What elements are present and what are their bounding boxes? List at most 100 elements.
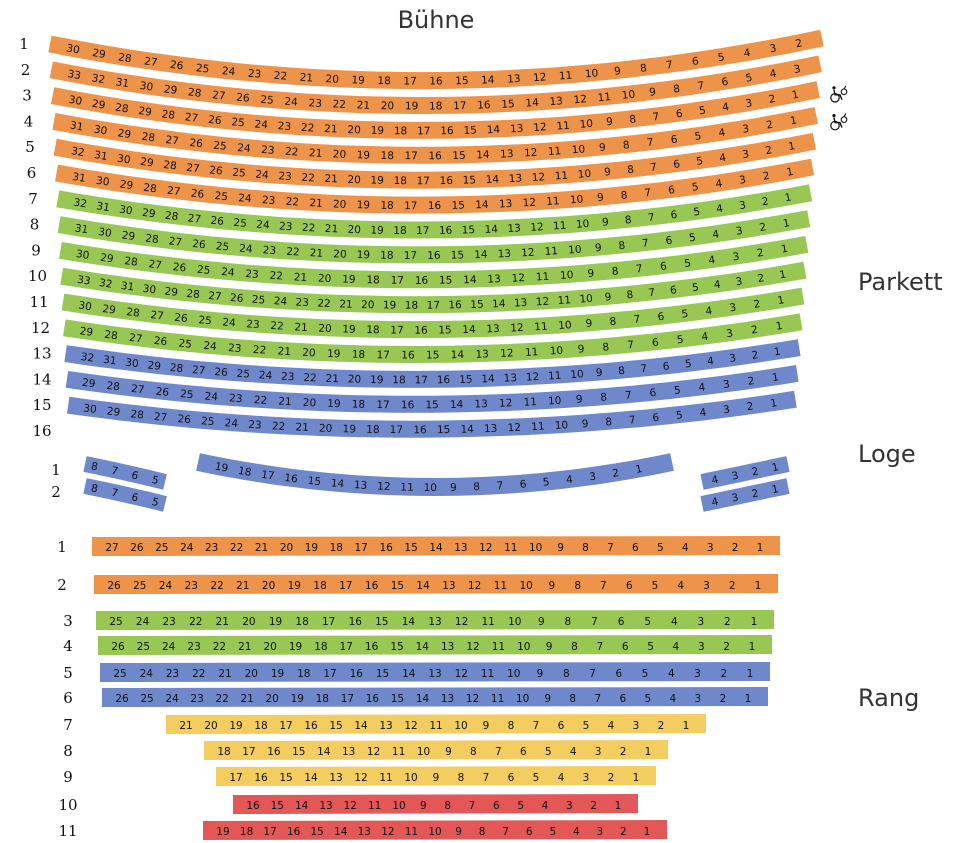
seat-number[interactable]: 8 (624, 214, 632, 227)
seat-number[interactable]: 6 (657, 311, 665, 324)
seat-number[interactable]: 13 (500, 148, 514, 161)
seat-number[interactable]: 18 (366, 324, 380, 336)
seat-number[interactable]: 4 (722, 101, 731, 114)
seat-number[interactable]: 21 (179, 720, 192, 732)
seat-number[interactable]: 18 (330, 542, 343, 554)
seat-number[interactable]: 8 (611, 265, 619, 278)
seat-number[interactable]: 20 (242, 616, 255, 628)
seat-number[interactable]: 10 (517, 641, 530, 653)
seat-number[interactable]: 18 (366, 274, 380, 286)
seat-number[interactable]: 12 (531, 171, 545, 184)
seat-number[interactable]: 13 (329, 772, 342, 784)
seat-number[interactable]: 30 (68, 94, 83, 108)
seat-number[interactable]: 16 (380, 542, 394, 554)
rang-row-5[interactable]: 25 24 23 22 21 20 19 18 17 16 15 14 13 12 11 10 9 8 7 6 5 4 3 2… (100, 662, 770, 682)
seat-number[interactable]: 23 (308, 97, 322, 110)
seat-number[interactable]: 16 (350, 668, 364, 680)
seat-number[interactable]: 29 (106, 405, 121, 419)
seat-number[interactable]: 15 (451, 249, 465, 261)
seat-number[interactable]: 11 (379, 772, 392, 784)
seat-number[interactable]: 3 (722, 378, 730, 391)
seat-number[interactable]: 2 (746, 400, 754, 413)
seat-number[interactable]: 2 (720, 668, 727, 680)
seat-number[interactable]: 8 (609, 316, 617, 329)
seat-number[interactable]: 19 (371, 125, 385, 137)
rang-row-3[interactable]: 25 24 23 22 21 20 19 18 17 16 15 14 13 12 11 10 9 8 7 6 5 4 3 2… (96, 610, 774, 630)
seat-number[interactable]: 22 (252, 344, 266, 357)
seat-number[interactable]: 17 (242, 746, 255, 758)
seat-number[interactable]: 9 (557, 542, 564, 554)
seat-number[interactable]: 6 (618, 616, 625, 628)
seat-number[interactable]: 23 (166, 668, 179, 680)
seat-number[interactable]: 19 (357, 149, 371, 161)
seat-number[interactable]: 6 (626, 580, 633, 592)
seat-number[interactable]: 15 (451, 200, 465, 212)
seat-number[interactable]: 12 (367, 746, 380, 758)
seat-number[interactable]: 28 (117, 51, 132, 65)
seat-number[interactable]: 22 (332, 98, 346, 111)
seat-number[interactable]: 23 (246, 318, 260, 331)
seat-number[interactable]: 3 (793, 63, 802, 76)
seat-number[interactable]: 26 (210, 215, 225, 228)
seat-number[interactable]: 3 (735, 275, 743, 288)
seat-number[interactable]: 29 (163, 83, 178, 97)
seat-number[interactable]: 17 (341, 693, 354, 705)
seat-number[interactable]: 4 (565, 474, 573, 487)
seat-number[interactable]: 4 (668, 668, 675, 680)
seat-number[interactable]: 26 (190, 187, 205, 200)
seat-number[interactable]: 10 (558, 319, 572, 332)
seat-number[interactable]: 9 (576, 393, 584, 405)
seat-number[interactable]: 28 (130, 408, 145, 421)
seat-number[interactable]: 6 (665, 235, 673, 248)
seat-number[interactable]: 23 (281, 371, 295, 384)
seat-number[interactable]: 12 (530, 221, 544, 234)
seat-number[interactable]: 17 (260, 469, 275, 483)
seat-number[interactable]: 17 (390, 424, 403, 436)
seat-number[interactable]: 30 (82, 402, 97, 416)
seat-number[interactable]: 6 (670, 209, 678, 222)
seat-number[interactable]: 24 (140, 668, 154, 680)
seat-number[interactable]: 12 (455, 668, 468, 680)
seat-number[interactable]: 3 (726, 327, 734, 340)
seat-number[interactable]: 20 (347, 224, 361, 236)
seat-number[interactable]: 4 (711, 474, 720, 487)
seat-number[interactable]: 26 (189, 137, 204, 150)
seat-number[interactable]: 19 (342, 273, 356, 285)
seat-number[interactable]: 14 (330, 477, 345, 490)
seat-number[interactable]: 5 (691, 282, 699, 295)
seat-number[interactable]: 6 (526, 826, 533, 838)
seat-number[interactable]: 24 (284, 96, 298, 109)
seat-number[interactable]: 4 (712, 228, 721, 241)
parkett-row-15[interactable]: 30 29 28 27 26 25 24 23 22 21 20 19 18 17 16 15 14 13 12 11… (67, 390, 797, 438)
seat-number[interactable]: 27 (186, 162, 201, 175)
seat-number[interactable]: 25 (260, 94, 274, 107)
seat-number[interactable]: 3 (729, 302, 737, 315)
seat-number[interactable]: 17 (427, 300, 440, 312)
seat-number[interactable]: 17 (453, 100, 467, 112)
seat-number[interactable]: 21 (295, 421, 309, 434)
seat-number[interactable]: 27 (192, 364, 206, 377)
seat-number[interactable]: 14 (334, 826, 348, 838)
seat-number[interactable]: 21 (277, 345, 291, 358)
seat-number[interactable]: 15 (307, 475, 322, 488)
seat-number[interactable]: 7 (627, 339, 635, 352)
seat-number[interactable]: 23 (163, 616, 176, 628)
seat-number[interactable]: 1 (770, 397, 778, 410)
seat-number[interactable]: 8 (602, 341, 610, 354)
seat-number[interactable]: 4 (677, 580, 684, 592)
seat-number[interactable]: 28 (124, 255, 139, 269)
seat-number[interactable]: 1 (787, 140, 796, 153)
seat-number[interactable]: 20 (303, 397, 317, 410)
seat-number[interactable]: 32 (73, 197, 88, 211)
seat-number[interactable]: 25 (201, 415, 215, 428)
seat-number[interactable]: 18 (254, 720, 267, 732)
seat-number[interactable]: 14 (476, 149, 490, 161)
seat-number[interactable]: 13 (428, 668, 441, 680)
seat-number[interactable]: 4 (608, 720, 615, 732)
seat-number[interactable]: 14 (492, 298, 506, 311)
seat-number[interactable]: 2 (723, 641, 730, 653)
seat-number[interactable]: 8 (569, 693, 576, 705)
seat-number[interactable]: 9 (546, 641, 553, 653)
seat-number[interactable]: 24 (239, 242, 254, 255)
seat-number[interactable]: 11 (597, 91, 611, 104)
